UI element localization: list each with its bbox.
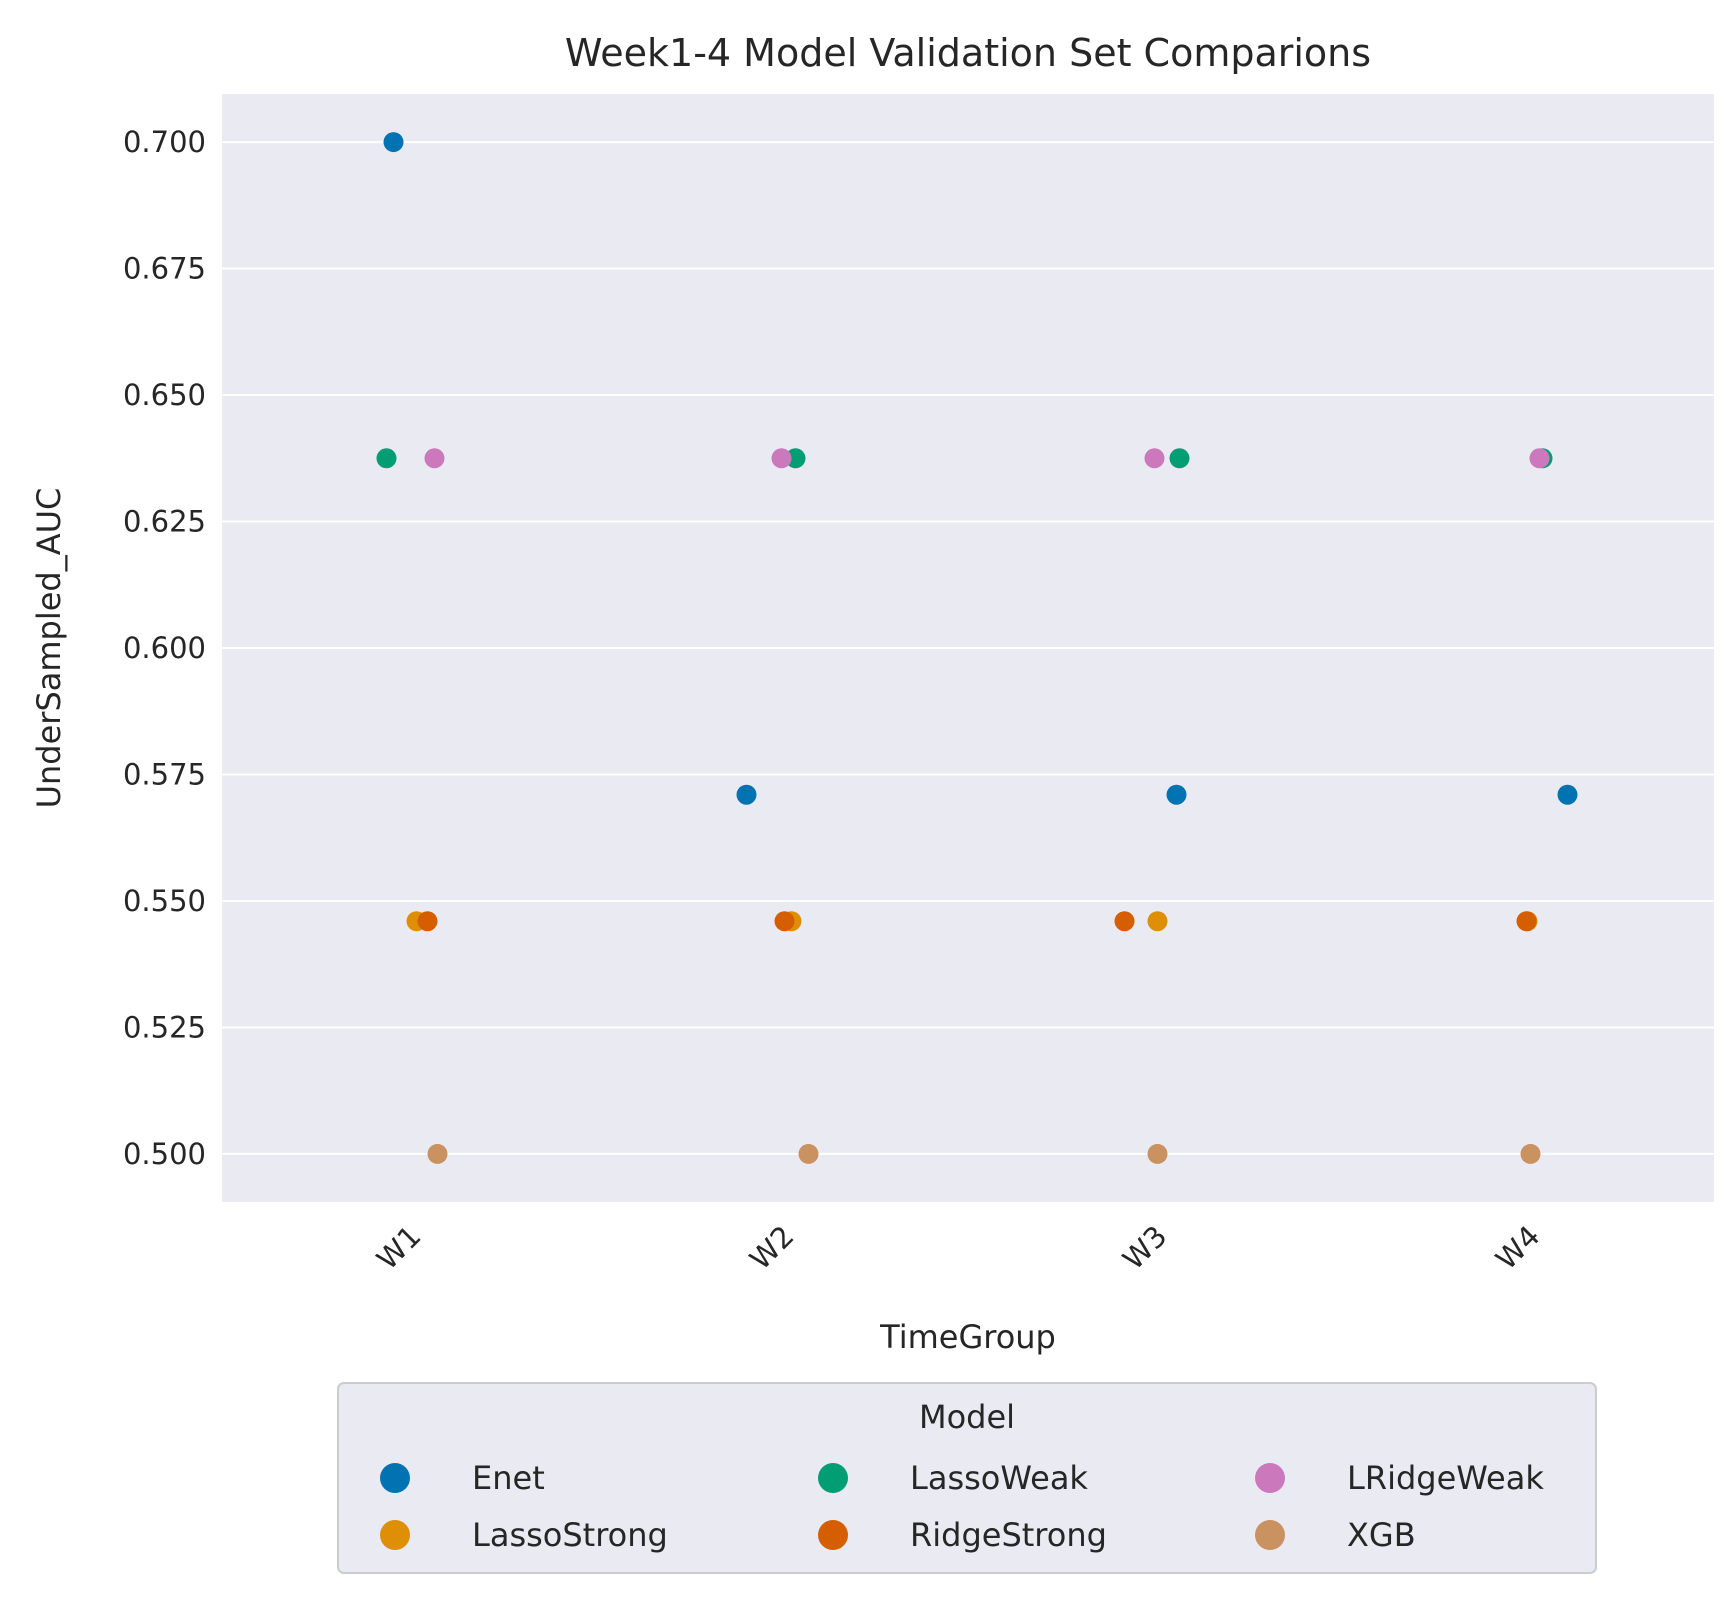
- point-ridgestrong-w1: [417, 911, 438, 932]
- y-tick-label: 0.500: [123, 1137, 206, 1171]
- y-tick-label: 0.650: [123, 378, 206, 412]
- y-tick-label: 0.700: [123, 125, 206, 159]
- legend: Model Enet LassoStrong LassoWeak RidgeStron…: [337, 1382, 1597, 1574]
- legend-label: LassoStrong: [472, 1516, 668, 1554]
- y-tick-label: 0.625: [123, 505, 206, 539]
- x-tick-labels: W1 W2 W3 W4: [370, 1219, 1546, 1276]
- point-ridgestrong-w4: [1516, 911, 1537, 932]
- point-lridgeweak-w2: [771, 448, 792, 469]
- legend-marker: [380, 1463, 410, 1493]
- point-lridgeweak-w3: [1144, 448, 1165, 469]
- legend-label: Enet: [472, 1459, 545, 1497]
- y-tick-label: 0.675: [123, 252, 206, 286]
- legend-label: XGB: [1347, 1516, 1416, 1554]
- point-enet-w1: [383, 132, 404, 153]
- y-axis-title: UnderSampled_AUC: [30, 488, 68, 809]
- x-tick-label: W4: [1489, 1219, 1546, 1276]
- x-tick-label: W3: [1116, 1219, 1173, 1276]
- legend-marker: [380, 1520, 410, 1550]
- data-points: [376, 132, 1578, 1164]
- legend-item-xgb: XGB: [1255, 1516, 1416, 1554]
- legend-item-lridgeweak: LRidgeWeak: [1255, 1459, 1544, 1497]
- legend-marker: [1255, 1520, 1285, 1550]
- legend-item-lassostrong: LassoStrong: [380, 1516, 668, 1554]
- y-tick-label: 0.575: [123, 757, 206, 791]
- y-tick-labels: 0.500 0.525 0.550 0.575 0.600 0.625 0.650 0.675…: [123, 125, 206, 1171]
- chart-title: Week1-4 Model Validation Set Comparions: [565, 31, 1371, 75]
- point-xgb-w1: [427, 1143, 448, 1164]
- point-lassostrong-w3: [1147, 911, 1168, 932]
- legend-item-lassoweak: LassoWeak: [818, 1459, 1088, 1497]
- x-tick-label: W2: [743, 1219, 800, 1276]
- legend-label: LassoWeak: [910, 1459, 1088, 1497]
- x-axis-title: TimeGroup: [879, 1318, 1056, 1356]
- legend-items: Enet LassoStrong LassoWeak RidgeStrong LRidg…: [380, 1459, 1544, 1554]
- legend-item-enet: Enet: [380, 1459, 545, 1497]
- point-xgb-w2: [798, 1143, 819, 1164]
- y-tick-label: 0.600: [123, 631, 206, 665]
- point-enet-w4: [1557, 784, 1578, 805]
- y-tick-label: 0.550: [123, 884, 206, 918]
- legend-label: RidgeStrong: [910, 1516, 1107, 1554]
- point-enet-w2: [736, 784, 757, 805]
- legend-title: Model: [919, 1398, 1015, 1436]
- legend-label: LRidgeWeak: [1347, 1459, 1544, 1497]
- point-enet-w3: [1166, 784, 1187, 805]
- legend-item-ridgestrong: RidgeStrong: [818, 1516, 1107, 1554]
- grid-lines: [222, 141, 1714, 1155]
- point-lridgeweak-w1: [424, 448, 445, 469]
- point-ridgestrong-w2: [774, 911, 795, 932]
- point-xgb-w4: [1520, 1143, 1541, 1164]
- point-lassoweak-w3: [1169, 448, 1190, 469]
- point-ridgestrong-w3: [1114, 911, 1135, 932]
- x-tick-label: W1: [370, 1219, 427, 1276]
- legend-marker: [818, 1520, 848, 1550]
- point-lassoweak-w2: [785, 448, 806, 469]
- point-lassoweak-w1: [376, 448, 397, 469]
- y-tick-label: 0.525: [123, 1010, 206, 1044]
- point-xgb-w3: [1147, 1143, 1168, 1164]
- point-lridgeweak-w4: [1529, 448, 1550, 469]
- legend-marker: [818, 1463, 848, 1493]
- legend-marker: [1255, 1463, 1285, 1493]
